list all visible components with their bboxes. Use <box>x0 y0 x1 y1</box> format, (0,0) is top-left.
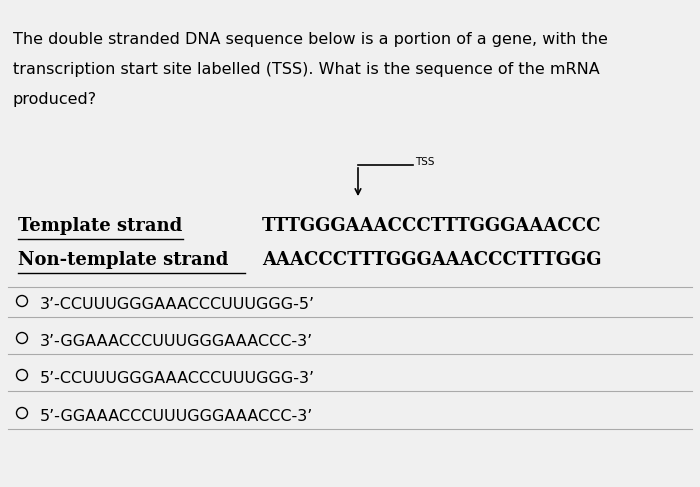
Text: Non-template strand: Non-template strand <box>18 251 228 269</box>
Text: 3’-GGAAACCCUUUGGGAAACCC-3’: 3’-GGAAACCCUUUGGGAAACCC-3’ <box>40 334 313 349</box>
Text: 5’-GGAAACCCUUUGGGAAACCC-3’: 5’-GGAAACCCUUUGGGAAACCC-3’ <box>40 409 314 424</box>
Text: transcription start site labelled (TSS). What is the sequence of the mRNA: transcription start site labelled (TSS).… <box>13 62 600 77</box>
Text: TSS: TSS <box>415 157 435 167</box>
Text: Template strand: Template strand <box>18 217 182 235</box>
Text: 3’-CCUUUGGGAAACCCUUUGGG-5’: 3’-CCUUUGGGAAACCCUUUGGG-5’ <box>40 297 315 312</box>
Text: TTTGGGAAACCCTTTGGGAAACCC: TTTGGGAAACCCTTTGGGAAACCC <box>262 217 601 235</box>
Text: 5’-CCUUUGGGAAACCCUUUGGG-3’: 5’-CCUUUGGGAAACCCUUUGGG-3’ <box>40 371 315 386</box>
Text: AAACCCTTTGGGAAACCCTTTGGG: AAACCCTTTGGGAAACCCTTTGGG <box>262 251 601 269</box>
Text: The double stranded DNA sequence below is a portion of a gene, with the: The double stranded DNA sequence below i… <box>13 32 608 47</box>
Text: produced?: produced? <box>13 92 97 107</box>
